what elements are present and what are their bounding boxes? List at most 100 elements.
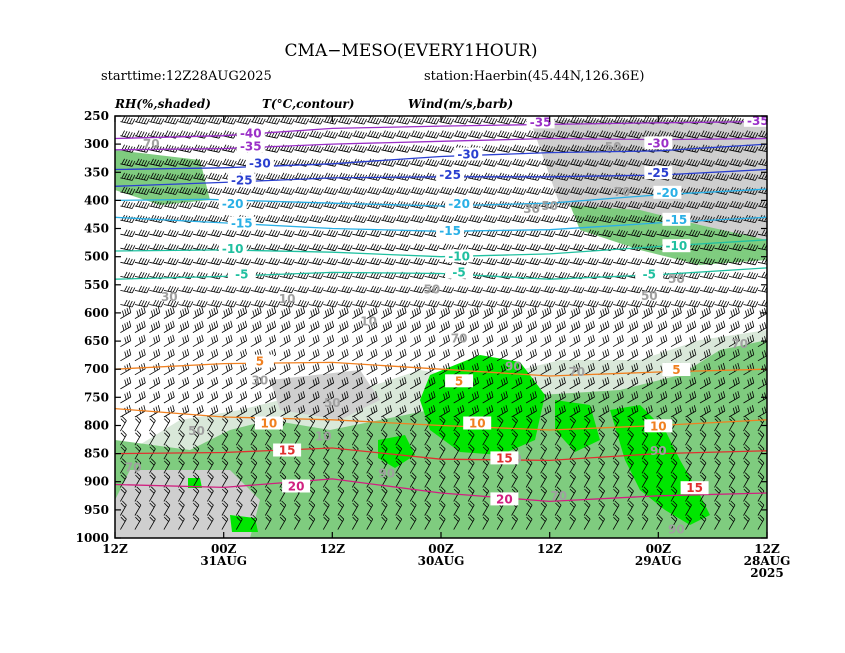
barb-flag	[445, 131, 449, 138]
barb-staff	[294, 191, 307, 195]
barb-staff	[410, 135, 422, 139]
barb-flag	[361, 118, 365, 124]
barb-flag	[471, 173, 476, 179]
barb-flag	[332, 132, 336, 138]
barb-staff	[497, 177, 509, 181]
barb-staff	[279, 149, 292, 153]
barb-flag	[732, 131, 737, 137]
barb-flag	[276, 118, 281, 125]
barb-flag	[413, 187, 418, 193]
barb-flag	[167, 131, 171, 137]
barb-flag	[288, 188, 293, 195]
barb-flag	[442, 131, 447, 137]
barb-flag	[551, 160, 556, 167]
barb-flag	[508, 146, 512, 153]
barb-flag	[404, 146, 408, 152]
barb-staff	[381, 121, 394, 125]
wind-barb	[743, 158, 759, 167]
barb-flag	[291, 188, 295, 195]
barb-flag	[225, 159, 229, 165]
barb-flag	[387, 187, 391, 194]
barb-flag	[488, 159, 493, 166]
barb-flag	[546, 187, 551, 194]
barb-staff	[178, 177, 191, 181]
barb-flag	[546, 159, 551, 166]
barb-flag	[425, 130, 430, 137]
barb-flag	[503, 159, 507, 166]
wind-barb	[192, 116, 208, 125]
wind-barb	[540, 158, 556, 167]
barb-staff	[178, 121, 191, 125]
wind-barb	[178, 116, 194, 125]
barb-staff	[584, 177, 596, 181]
barb-flag	[445, 159, 449, 166]
barb-flag	[770, 189, 773, 194]
barb-flag	[737, 160, 742, 166]
barb-staff	[598, 177, 611, 181]
wind-barb	[265, 116, 281, 125]
barb-flag	[193, 172, 198, 179]
wind-barb	[613, 130, 628, 139]
barb-staff	[337, 163, 350, 167]
barb-flag	[196, 145, 200, 151]
barb-flag	[573, 116, 577, 123]
wind-barb	[395, 186, 411, 195]
barb-staff	[163, 163, 176, 167]
barb-flag	[770, 259, 773, 264]
wind-barb	[453, 186, 469, 195]
barb-flag	[614, 130, 618, 137]
barb-flag	[341, 131, 345, 137]
barb-flag	[614, 116, 618, 123]
barb-staff	[337, 135, 350, 139]
wind-barb	[468, 130, 483, 139]
barb-flag	[309, 116, 314, 123]
wind-barb	[352, 186, 368, 195]
wind-barb	[279, 116, 295, 125]
barb-flag	[305, 160, 310, 167]
wind-barb	[526, 158, 541, 167]
wind-barb	[627, 116, 643, 125]
barb-staff	[497, 149, 509, 153]
barb-flag	[129, 132, 133, 138]
barb-flag	[428, 131, 432, 137]
plot-area: 7010301010507050703050505070709030505010…	[115, 116, 773, 538]
wind-barb	[250, 116, 266, 125]
barb-flag	[488, 131, 493, 138]
barb-flag	[196, 173, 200, 179]
barb-flag	[433, 160, 437, 166]
barb-flag	[486, 187, 490, 193]
barb-flag	[498, 186, 502, 193]
barb-flag	[204, 118, 208, 125]
barb-staff	[569, 135, 582, 139]
barb-flag	[578, 160, 582, 166]
barb-flag	[341, 159, 345, 165]
barb-flag	[744, 130, 748, 137]
barb-flag	[309, 172, 314, 179]
wind-barb	[584, 186, 599, 195]
barb-flag	[498, 130, 502, 137]
wind-barb	[743, 172, 759, 181]
barb-flag	[505, 188, 510, 195]
barb-flag	[476, 160, 481, 166]
barb-flag	[457, 187, 461, 193]
barb-flag	[324, 186, 328, 193]
barb-flag	[150, 172, 154, 179]
barb-flag	[592, 118, 597, 124]
barb-flag	[556, 116, 560, 123]
wind-barb	[279, 186, 295, 195]
wind-barb	[221, 116, 237, 125]
barb-flag	[725, 132, 730, 139]
barb-flag	[413, 145, 418, 151]
barb-flag	[590, 131, 594, 138]
barb-staff	[482, 163, 495, 167]
barb-flag	[590, 159, 594, 166]
wind-barb	[743, 144, 759, 153]
barb-flag	[346, 132, 350, 138]
barb-staff	[728, 163, 741, 167]
barb-flag	[580, 132, 585, 139]
wind-barb	[366, 116, 382, 125]
barb-flag	[476, 132, 481, 138]
barb-flag	[520, 132, 524, 138]
wind-barb	[366, 144, 382, 153]
wind-barb	[163, 144, 179, 153]
